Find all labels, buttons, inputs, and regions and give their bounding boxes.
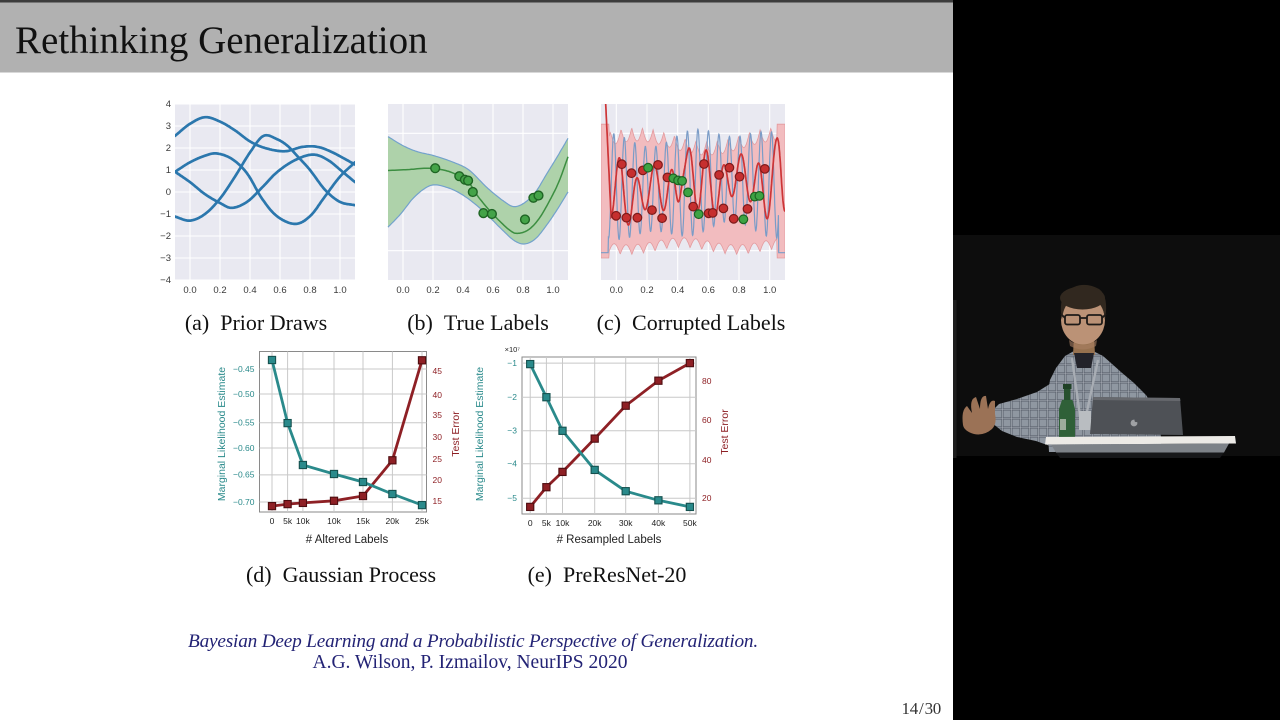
svg-text:45: 45: [433, 366, 443, 376]
svg-text:Marginal Likelihood Estimate: Marginal Likelihood Estimate: [216, 367, 228, 501]
svg-text:3: 3: [166, 121, 171, 132]
svg-text:1.0: 1.0: [763, 285, 776, 296]
svg-text:−4: −4: [160, 275, 171, 286]
svg-text:25k: 25k: [415, 516, 429, 526]
svg-text:(c) Corrupted Labels: (c) Corrupted Labels: [597, 310, 786, 335]
svg-text:2: 2: [166, 143, 171, 154]
svg-text:−0.55: −0.55: [233, 418, 255, 428]
svg-text:−0.60: −0.60: [233, 443, 255, 453]
svg-text:0.0: 0.0: [610, 285, 623, 296]
svg-text:20: 20: [433, 475, 443, 485]
svg-text:35: 35: [433, 410, 443, 420]
svg-text:# Resampled Labels: # Resampled Labels: [557, 534, 662, 546]
svg-text:A.G. Wilson, P. Izmailov, Neur: A.G. Wilson, P. Izmailov, NeurIPS 2020: [313, 652, 628, 673]
svg-text:−2: −2: [160, 231, 171, 242]
svg-text:0.8: 0.8: [303, 285, 316, 296]
svg-text:−5: −5: [507, 493, 517, 503]
svg-text:0.2: 0.2: [426, 285, 439, 296]
svg-text:−0.45: −0.45: [233, 364, 255, 374]
svg-text:0.6: 0.6: [702, 285, 715, 296]
svg-text:0: 0: [166, 187, 171, 198]
svg-text:0.8: 0.8: [516, 285, 529, 296]
svg-text:1.0: 1.0: [333, 285, 346, 296]
svg-text:10k: 10k: [327, 516, 341, 526]
svg-text:0.4: 0.4: [243, 285, 256, 296]
svg-text:0: 0: [528, 518, 533, 528]
svg-text:0.8: 0.8: [732, 285, 745, 296]
svg-text:−0.65: −0.65: [233, 470, 255, 480]
svg-text:−4: −4: [507, 459, 517, 469]
svg-text:1.0: 1.0: [546, 285, 559, 296]
svg-text:10k: 10k: [556, 518, 570, 528]
svg-text:(d) Gaussian Process: (d) Gaussian Process: [246, 562, 436, 587]
svg-text:0.4: 0.4: [456, 285, 469, 296]
svg-text:14 / 30: 14 / 30: [902, 699, 941, 718]
svg-text:15: 15: [433, 496, 443, 506]
svg-text:0: 0: [270, 516, 275, 526]
svg-text:−0.70: −0.70: [233, 497, 255, 507]
svg-text:# Altered Labels: # Altered Labels: [306, 534, 389, 546]
svg-text:(a) Prior Draws: (a) Prior Draws: [185, 310, 327, 335]
svg-text:0.2: 0.2: [640, 285, 653, 296]
svg-text:40: 40: [702, 455, 712, 465]
svg-text:0.4: 0.4: [671, 285, 684, 296]
svg-text:Rethinking Generalization: Rethinking Generalization: [15, 19, 428, 62]
svg-text:0.6: 0.6: [273, 285, 286, 296]
svg-text:0.0: 0.0: [396, 285, 409, 296]
svg-text:−0.50: −0.50: [233, 389, 255, 399]
svg-text:25: 25: [433, 454, 443, 464]
svg-text:Marginal Likelihood Estimate: Marginal Likelihood Estimate: [474, 367, 486, 501]
svg-text:5k: 5k: [283, 516, 293, 526]
svg-text:20: 20: [702, 493, 712, 503]
svg-text:50k: 50k: [683, 518, 697, 528]
svg-text:Test Error: Test Error: [719, 409, 731, 455]
svg-text:−3: −3: [507, 426, 517, 436]
svg-text:10k: 10k: [296, 516, 310, 526]
svg-text:30k: 30k: [619, 518, 633, 528]
svg-text:4: 4: [166, 99, 171, 110]
svg-text:30: 30: [433, 432, 443, 442]
svg-text:−1: −1: [160, 209, 171, 220]
svg-text:40k: 40k: [652, 518, 666, 528]
svg-text:1: 1: [166, 165, 171, 176]
svg-text:0.2: 0.2: [213, 285, 226, 296]
svg-text:−2: −2: [507, 392, 517, 402]
svg-text:−1: −1: [507, 358, 517, 368]
svg-text:20k: 20k: [588, 518, 602, 528]
svg-text:(b) True Labels: (b) True Labels: [407, 310, 549, 335]
svg-text:60: 60: [702, 415, 712, 425]
svg-text:5k: 5k: [542, 518, 552, 528]
svg-text:40: 40: [433, 390, 443, 400]
svg-text:Test Error: Test Error: [450, 411, 462, 457]
svg-text:(e) PreResNet-20: (e) PreResNet-20: [528, 562, 687, 587]
svg-text:0.0: 0.0: [183, 285, 196, 296]
svg-text:80: 80: [702, 376, 712, 386]
svg-text:20k: 20k: [386, 516, 400, 526]
svg-text:−3: −3: [160, 253, 171, 264]
svg-text:0.6: 0.6: [486, 285, 499, 296]
svg-text:Bayesian Deep Learning and a P: Bayesian Deep Learning and a Probabilist…: [188, 631, 758, 652]
svg-text:×10⁷: ×10⁷: [505, 345, 521, 354]
svg-text:15k: 15k: [356, 516, 370, 526]
